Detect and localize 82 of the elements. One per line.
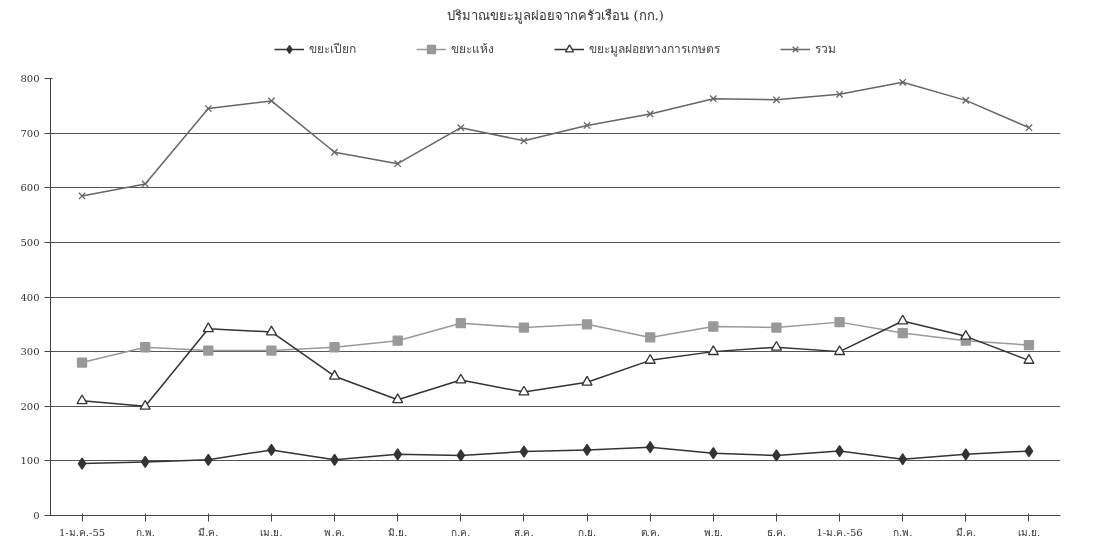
point bbox=[1023, 339, 1035, 351]
x-tick-label: ก.พ. bbox=[893, 526, 913, 538]
point bbox=[770, 340, 783, 351]
x-tick-label: มี.ค. bbox=[955, 526, 976, 538]
legend-label: ขยะเปียก bbox=[309, 41, 356, 58]
y-tick-label: 700 bbox=[20, 127, 40, 139]
chart-title: ปริมาณขยะมูลฝอยจากครัวเรือน (กก.) bbox=[447, 7, 664, 24]
x-tick-label: พ.ค. bbox=[324, 526, 345, 538]
point bbox=[835, 90, 844, 99]
point bbox=[518, 322, 530, 333]
point bbox=[520, 136, 528, 145]
point bbox=[77, 457, 87, 470]
point bbox=[960, 329, 972, 340]
point bbox=[140, 455, 150, 469]
x-tick-label: 1-ม.ค.-55 bbox=[58, 526, 106, 538]
x-tick-label: เม.ย. bbox=[1017, 526, 1041, 538]
point bbox=[456, 123, 465, 132]
point bbox=[771, 322, 782, 333]
point bbox=[646, 110, 655, 118]
point bbox=[203, 345, 214, 356]
point bbox=[645, 332, 656, 343]
point bbox=[204, 104, 213, 113]
point bbox=[707, 345, 719, 356]
point bbox=[141, 180, 150, 188]
point bbox=[581, 375, 593, 386]
y-tick-label: 100 bbox=[20, 455, 40, 467]
point bbox=[708, 321, 719, 332]
y-tick-label: 800 bbox=[20, 73, 40, 84]
x-tick-label: มี.ค. bbox=[198, 526, 219, 538]
point bbox=[519, 445, 529, 458]
point bbox=[267, 97, 276, 105]
point bbox=[644, 353, 656, 364]
point bbox=[330, 148, 339, 157]
point bbox=[1025, 123, 1033, 132]
y-tick-label: 0 bbox=[33, 510, 40, 521]
point bbox=[393, 159, 402, 168]
point bbox=[834, 316, 845, 328]
x-tick-label: มิ.ย. bbox=[388, 526, 408, 538]
point bbox=[455, 318, 466, 329]
x-tick-label: พ.ย. bbox=[703, 526, 723, 538]
point bbox=[1024, 444, 1034, 458]
y-tick-label: 400 bbox=[20, 291, 40, 303]
point bbox=[772, 95, 781, 104]
point bbox=[518, 385, 530, 396]
point bbox=[833, 345, 846, 356]
point bbox=[76, 394, 88, 405]
point bbox=[456, 449, 466, 462]
point bbox=[140, 342, 151, 353]
point bbox=[897, 327, 908, 339]
point bbox=[329, 342, 340, 353]
legend-label: ขยะแห้ง bbox=[451, 41, 494, 58]
point bbox=[76, 357, 88, 368]
point bbox=[897, 314, 909, 325]
point bbox=[392, 335, 403, 346]
point bbox=[139, 399, 151, 410]
point bbox=[961, 448, 971, 461]
point bbox=[202, 322, 214, 333]
point bbox=[455, 373, 467, 384]
x-tick-label: ก.ย. bbox=[577, 526, 597, 538]
point bbox=[645, 441, 655, 454]
point bbox=[961, 96, 970, 105]
point bbox=[392, 393, 404, 404]
point bbox=[328, 369, 341, 380]
point bbox=[266, 345, 277, 356]
point bbox=[582, 443, 592, 457]
legend-label: ขยะมูลฝอยทางการเกษตร bbox=[589, 41, 720, 58]
point bbox=[265, 325, 278, 336]
legend-label: รวม bbox=[815, 41, 836, 58]
y-tick-label: 300 bbox=[20, 346, 40, 358]
point bbox=[581, 319, 593, 330]
x-tick-label: ก.ค. bbox=[451, 526, 471, 538]
x-tick-label: ส.ค. bbox=[514, 526, 534, 538]
x-tick-label: เม.ย. bbox=[260, 526, 283, 538]
y-tick-label: 600 bbox=[20, 182, 40, 194]
point bbox=[1023, 353, 1035, 364]
y-tick-label: 200 bbox=[20, 400, 40, 412]
point bbox=[583, 121, 591, 130]
x-tick-label: 1-ม.ค.-56 bbox=[816, 526, 863, 538]
y-tick-label: 500 bbox=[20, 236, 40, 248]
x-tick-label: ธ.ค. bbox=[766, 526, 787, 538]
x-tick-label: ต.ค. bbox=[640, 526, 660, 538]
x-tick-label: ก.พ. bbox=[135, 526, 155, 538]
